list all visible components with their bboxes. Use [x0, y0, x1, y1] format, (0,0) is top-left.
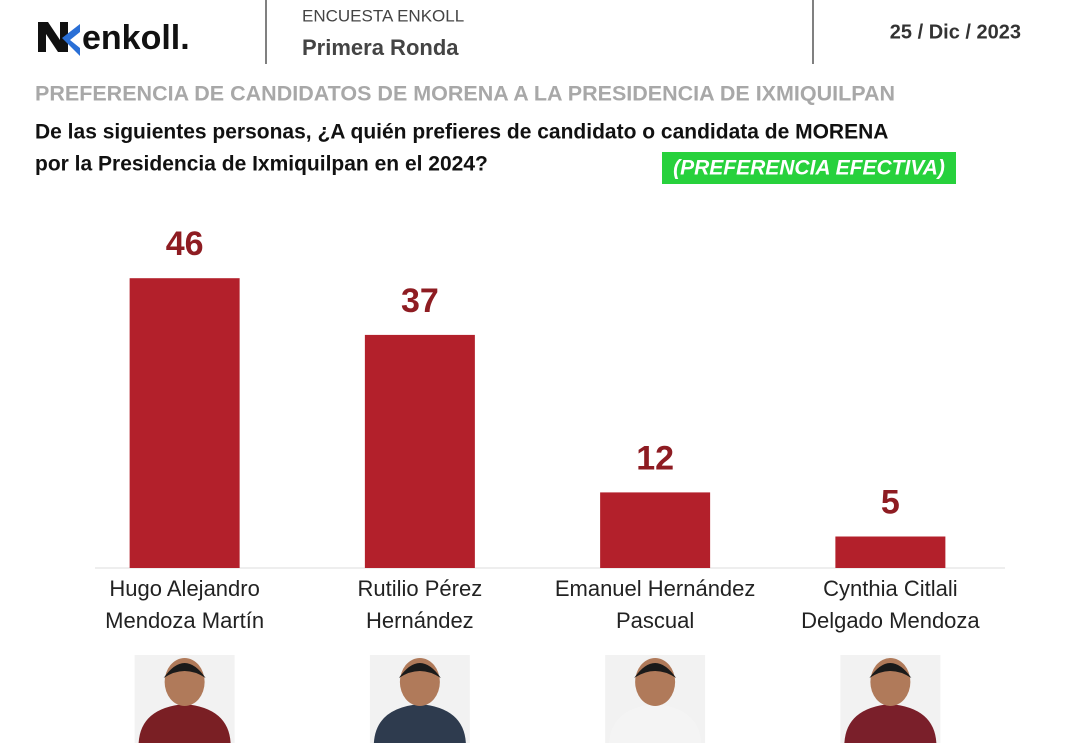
question: por la Presidencia de Ixmiquilpan en el …: [35, 153, 488, 176]
photo-hair: [163, 663, 206, 678]
chart-title: PREFERENCIA DE CANDIDATOS DE MORENA A LA…: [35, 82, 895, 106]
round: Primera Ronda: [302, 35, 459, 60]
photo-hair: [634, 663, 677, 678]
bar: [600, 492, 711, 568]
x-tick-label: Cynthia Citlali: [823, 576, 958, 601]
date: 25 / Dic / 2023: [890, 21, 1021, 43]
photo-body: [373, 704, 466, 743]
x-tick-label: Rutilio Pérez: [358, 576, 483, 601]
logo-mark: [38, 22, 68, 52]
data-label: 5: [881, 483, 900, 521]
photo-hair: [869, 663, 912, 678]
photo-body: [844, 704, 937, 743]
survey-name: ENCUESTA ENKOLL: [302, 6, 464, 25]
logo: enkoll.: [82, 19, 190, 57]
data-label: 37: [401, 282, 439, 320]
logo-mark-accent: [62, 24, 80, 56]
x-tick-label: Hugo Alejandro: [109, 576, 259, 601]
annotation-box: [662, 152, 956, 184]
annotation: (PREFERENCIA EFECTIVA): [673, 157, 945, 180]
x-tick-label: Hernández: [366, 608, 474, 633]
x-tick-label: Pascual: [616, 608, 694, 633]
x-tick-label: Emanuel Hernández: [555, 576, 756, 601]
photo-body: [138, 704, 231, 743]
data-label: 12: [636, 439, 674, 477]
photo-body: [609, 704, 702, 743]
bar: [364, 334, 475, 568]
data-label: 46: [166, 225, 204, 263]
bar: [835, 536, 946, 568]
photo-hair: [398, 663, 441, 678]
bar: [129, 278, 240, 568]
x-tick-label: Delgado Mendoza: [801, 608, 980, 633]
question: De las siguientes personas, ¿A quién pre…: [35, 121, 888, 144]
x-tick-label: Mendoza Martín: [105, 608, 264, 633]
